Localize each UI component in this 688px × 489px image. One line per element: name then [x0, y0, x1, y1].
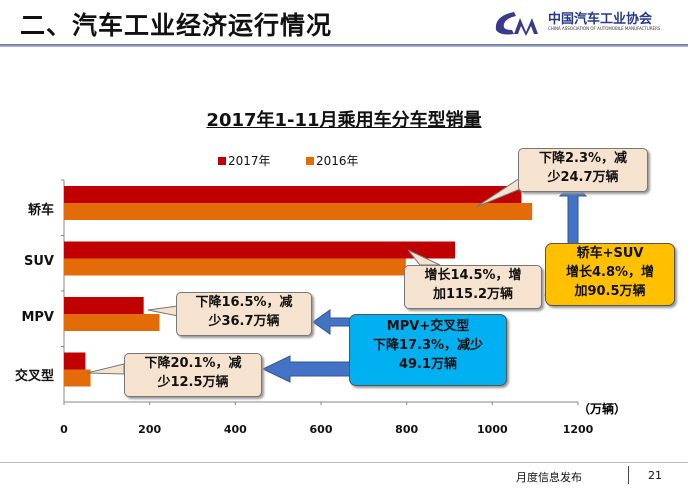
callout-pointer: [86, 363, 125, 375]
category-label: 轿车: [27, 202, 54, 218]
category-label: MPV: [21, 309, 54, 325]
bar-2016-3: [64, 369, 91, 387]
callout-sedan-suv: 轿车+SUV 增长4.8%，增 加90.5万辆: [545, 243, 675, 306]
bar-2016-0: [64, 203, 533, 220]
page-number: 21: [648, 469, 662, 482]
bar-2016-2: [64, 314, 160, 331]
callout-pointer: [407, 249, 441, 266]
callout-text: 增长14.5%，增: [424, 268, 522, 283]
x-tick-label: 400: [223, 423, 247, 436]
callout-mpv: 下降16.5%，减 少36.7万辆: [176, 292, 312, 336]
chart-title: 2017年1-11月乘用车分车型销量: [206, 110, 482, 131]
legend-label: 2016年: [316, 154, 359, 168]
callout-text: 加90.5万辆: [574, 284, 646, 299]
logo-subtext: CHINA ASSOCIATION OF AUTOMOBILE MANUFACT…: [548, 26, 661, 31]
callout-suv: 增长14.5%，增 加115.2万辆: [404, 265, 542, 309]
x-tick-label: 600: [309, 423, 333, 436]
footer-divider: [0, 462, 688, 463]
bar-2016-1: [64, 258, 406, 276]
x-tick-label: 1000: [477, 423, 508, 436]
callout-text: 49.1万辆: [398, 357, 458, 372]
bar-2017-2: [64, 297, 144, 314]
legend-swatch: [218, 157, 226, 165]
unit-label: （万辆）: [578, 402, 627, 416]
callout-text: 少12.5万辆: [157, 375, 229, 390]
x-tick-label: 200: [138, 423, 162, 436]
legend-label: 2017年: [228, 154, 271, 168]
arrow-left-icon: [261, 355, 361, 383]
footer-text: 月度信息发布: [516, 471, 582, 484]
title-divider: [0, 44, 688, 47]
callout-text: 增长4.8%，增: [565, 265, 655, 280]
callout-sedan: 下降2.3%，减 少24.7万辆: [518, 148, 648, 192]
callout-text: 少36.7万辆: [208, 314, 280, 329]
legend-item-2017: 2017年: [218, 152, 271, 169]
callout-pointer: [147, 305, 179, 317]
callout-text: 下降2.3%，减: [538, 151, 628, 166]
callout-text: 下降20.1%，减: [144, 356, 242, 371]
callout-text: 下降17.3%，减少: [372, 338, 484, 353]
callout-text: 少24.7万辆: [547, 170, 619, 185]
x-tick-label: 1200: [562, 423, 594, 436]
category-label: SUV: [24, 254, 54, 270]
x-tick-label: 800: [395, 423, 419, 436]
slide-title: 二、汽车工业经济运行情况: [20, 11, 333, 40]
callout-text: MPV+交叉型: [386, 319, 470, 334]
bar-2017-0: [64, 186, 522, 203]
legend-swatch: [306, 157, 314, 165]
callout-text: 加115.2万辆: [432, 287, 514, 302]
callout-text: 轿车+SUV: [576, 246, 644, 261]
x-tick-label: 0: [60, 423, 68, 436]
bar-2017-1: [64, 241, 456, 259]
logo-text: 中国汽车工业协会: [548, 12, 653, 27]
legend-item-2016: 2016年: [306, 152, 359, 169]
category-label: 交叉型: [14, 369, 54, 385]
callout-text: 下降16.5%，减: [195, 295, 293, 310]
callout-mpv-crossover: MPV+交叉型 下降17.3%，减少 49.1万辆: [349, 314, 507, 386]
bar-2017-3: [64, 352, 86, 370]
footer-separator: [628, 466, 629, 484]
caam-logo-icon: [495, 12, 538, 36]
callout-crossover: 下降20.1%，减 少12.5万辆: [124, 353, 262, 397]
